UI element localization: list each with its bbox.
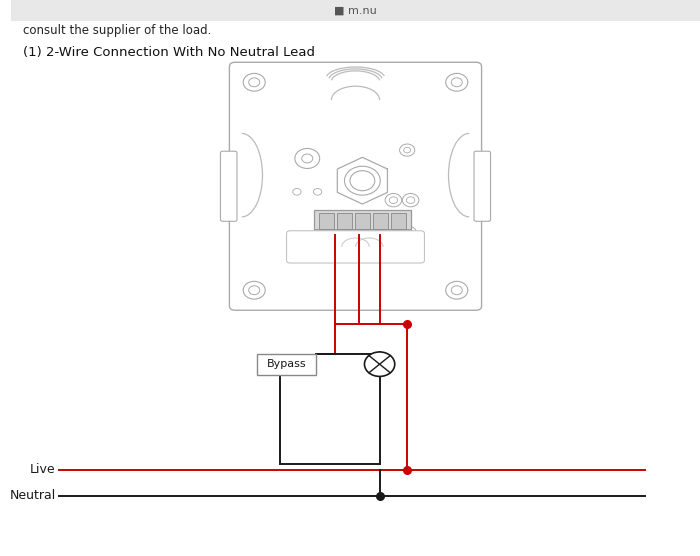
Text: consult the supplier of the load.: consult the supplier of the load. (23, 24, 212, 37)
Bar (355, 213, 370, 229)
Circle shape (344, 166, 380, 195)
Bar (258, 354, 316, 375)
Circle shape (452, 286, 462, 295)
Circle shape (389, 197, 398, 203)
Circle shape (293, 188, 301, 195)
FancyBboxPatch shape (474, 151, 491, 221)
Circle shape (243, 281, 265, 299)
FancyBboxPatch shape (220, 151, 237, 221)
FancyBboxPatch shape (230, 62, 482, 310)
Bar (319, 213, 334, 229)
Circle shape (446, 281, 468, 299)
Circle shape (385, 193, 402, 207)
Bar (11, 0, 700, 21)
Circle shape (243, 73, 265, 91)
Circle shape (295, 148, 320, 168)
Circle shape (407, 197, 414, 203)
Circle shape (402, 193, 419, 207)
Bar (372, 213, 388, 229)
Circle shape (446, 73, 468, 91)
Circle shape (400, 144, 414, 156)
Circle shape (398, 226, 416, 241)
Text: (1) 2-Wire Connection With No Neutral Lead: (1) 2-Wire Connection With No Neutral Le… (23, 46, 316, 59)
Text: Live: Live (30, 463, 56, 476)
Text: Neutral: Neutral (10, 489, 56, 503)
Circle shape (452, 78, 462, 87)
Circle shape (248, 286, 260, 295)
Circle shape (350, 171, 374, 191)
Circle shape (365, 352, 395, 376)
Circle shape (302, 154, 313, 163)
Bar (391, 213, 406, 229)
FancyBboxPatch shape (286, 231, 424, 263)
Circle shape (314, 188, 322, 195)
Bar (314, 210, 411, 235)
Circle shape (248, 78, 260, 87)
Bar (314, 229, 411, 235)
Circle shape (402, 230, 412, 237)
Circle shape (404, 147, 411, 153)
Text: ■ m.nu: ■ m.nu (334, 6, 377, 16)
Text: Bypass: Bypass (267, 359, 307, 369)
Bar (337, 213, 352, 229)
